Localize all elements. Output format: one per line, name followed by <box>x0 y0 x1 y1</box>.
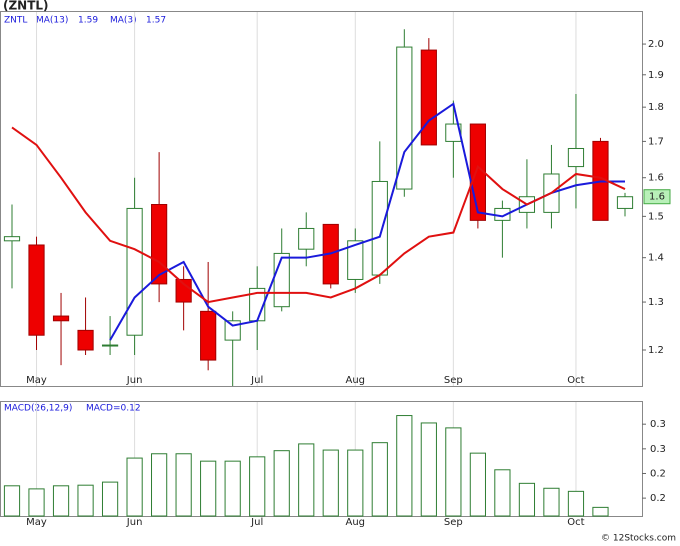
x-tick-label: Jul <box>250 517 263 528</box>
bar <box>151 453 168 517</box>
bar <box>224 460 241 517</box>
footer: © 12Stocks.com <box>601 534 676 544</box>
candle-body <box>200 310 217 361</box>
ma-line <box>11 126 626 304</box>
bar <box>371 442 388 517</box>
y-tick-label: 1.5 <box>648 211 664 222</box>
bar <box>200 460 217 517</box>
x-tick-label: Jun <box>126 375 143 386</box>
x-tick-label: Aug <box>346 375 366 386</box>
candle-body <box>445 123 462 142</box>
y-tick-label: 1.7 <box>648 136 664 147</box>
candle-body <box>273 252 290 308</box>
y-tick-label: 2.0 <box>648 39 664 50</box>
x-tick-label: Oct <box>567 517 584 528</box>
candle-body <box>298 227 315 250</box>
bar <box>518 482 536 517</box>
macd-frame <box>0 401 643 517</box>
candle-body <box>28 244 45 336</box>
price-tag-label: 1.6 <box>649 192 665 203</box>
bar <box>494 469 511 517</box>
legend-name: MA(13) <box>36 16 68 26</box>
y-tick-label: 0.3 <box>650 444 666 455</box>
candle-body <box>616 196 634 209</box>
bar <box>249 456 266 517</box>
x-tick-label: Sep <box>444 517 463 528</box>
y-tick-label: 1.6 <box>648 173 664 184</box>
x-tick-label: Aug <box>346 517 366 528</box>
candle-body <box>420 49 437 146</box>
candle-body <box>52 315 70 322</box>
y-tick-label: 0.2 <box>650 468 666 479</box>
x-tick-label: May <box>26 517 47 528</box>
macd-title: MACD(26,12,9) <box>4 404 72 414</box>
candle-body <box>77 329 94 351</box>
candle-body <box>371 180 388 276</box>
y-tick-label: 0.3 <box>650 419 666 430</box>
bar <box>52 485 70 517</box>
bar <box>77 484 94 517</box>
bar <box>592 506 609 517</box>
bar <box>273 450 290 517</box>
bar <box>543 487 560 517</box>
y-tick-label: 0.2 <box>650 493 666 504</box>
bar <box>175 453 192 517</box>
x-tick-label: Jun <box>126 517 143 528</box>
bar <box>469 452 486 517</box>
price-frame <box>0 11 643 387</box>
bar <box>126 457 143 517</box>
legend-value: 1.57 <box>146 16 166 26</box>
legend-name: MA(3) <box>110 16 137 26</box>
x-tick-label: Jul <box>250 375 263 386</box>
candle-body <box>347 240 364 280</box>
price-tag <box>643 189 671 205</box>
y-tick-label: 1.9 <box>648 70 664 81</box>
bar <box>28 488 45 517</box>
candle-body <box>3 236 21 242</box>
candle-body <box>101 344 119 347</box>
y-tick-label: 1.2 <box>648 345 664 356</box>
legend-symbol: ZNTL <box>4 16 27 26</box>
y-tick-label: 1.8 <box>648 102 664 113</box>
candle-body <box>396 46 413 190</box>
bar <box>445 427 462 517</box>
bar <box>101 481 119 517</box>
bar <box>420 422 437 517</box>
bar <box>3 485 21 517</box>
legend-value: 1.59 <box>78 16 98 26</box>
x-tick-label: Sep <box>444 375 463 386</box>
candle-body <box>567 147 585 168</box>
bar <box>347 449 364 517</box>
candle-body <box>126 207 143 336</box>
x-tick-label: May <box>26 375 47 386</box>
chart-title: (ZNTL) <box>3 0 49 13</box>
macd-value: MACD=0.12 <box>86 404 141 414</box>
x-tick-label: Oct <box>567 375 584 386</box>
y-tick-label: 1.3 <box>648 297 664 308</box>
bar <box>396 415 413 517</box>
bar <box>298 443 315 517</box>
bar <box>567 490 585 517</box>
y-tick-label: 1.4 <box>648 253 664 264</box>
bar <box>322 449 339 517</box>
